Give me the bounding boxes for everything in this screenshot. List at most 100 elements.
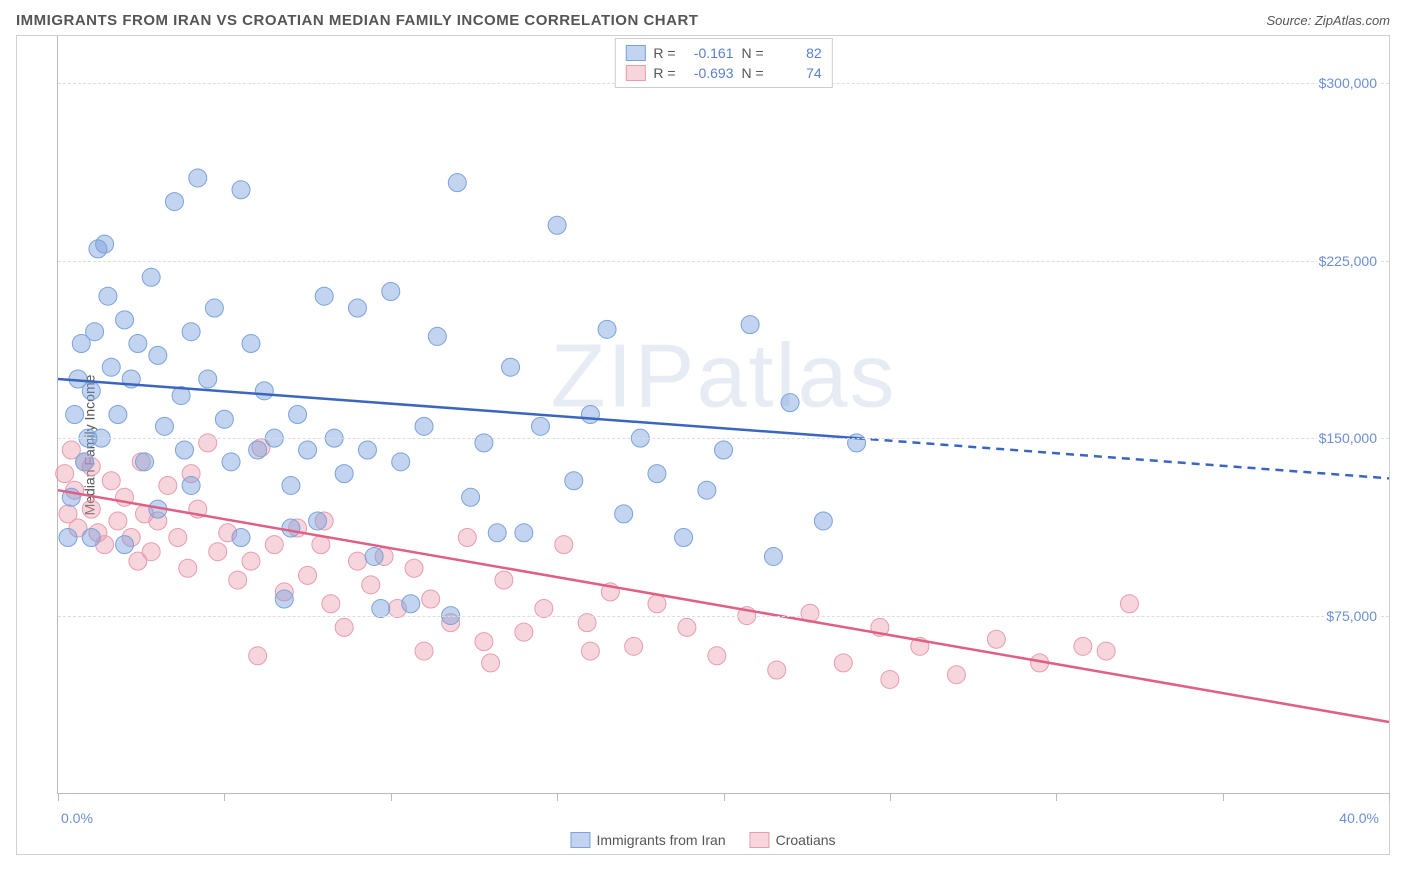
data-point bbox=[179, 559, 197, 577]
source-attribution: Source: ZipAtlas.com bbox=[1266, 13, 1390, 28]
data-point bbox=[625, 637, 643, 655]
data-point bbox=[365, 547, 383, 565]
data-point bbox=[309, 512, 327, 530]
data-point bbox=[149, 346, 167, 364]
stats-row-series1: R = -0.161 N = 82 bbox=[625, 43, 821, 63]
data-point bbox=[96, 235, 114, 253]
data-point bbox=[415, 642, 433, 660]
data-point bbox=[764, 547, 782, 565]
data-point bbox=[348, 299, 366, 317]
gridline bbox=[58, 261, 1389, 262]
data-point bbox=[249, 647, 267, 665]
n-label: N = bbox=[742, 45, 764, 61]
data-point bbox=[1074, 637, 1092, 655]
stats-legend-box: R = -0.161 N = 82 R = -0.693 N = 74 bbox=[614, 38, 832, 88]
data-point bbox=[422, 590, 440, 608]
r-label: R = bbox=[653, 45, 675, 61]
data-point bbox=[59, 529, 77, 547]
n-value-series1: 82 bbox=[772, 45, 822, 61]
data-point bbox=[1120, 595, 1138, 613]
r-value-series1: -0.161 bbox=[684, 45, 734, 61]
stats-row-series2: R = -0.693 N = 74 bbox=[625, 63, 821, 83]
data-point bbox=[615, 505, 633, 523]
data-point bbox=[102, 472, 120, 490]
legend-label-series1: Immigrants from Iran bbox=[596, 832, 725, 848]
y-tick-label: $225,000 bbox=[1317, 253, 1379, 269]
data-point bbox=[781, 394, 799, 412]
x-tick bbox=[224, 793, 225, 801]
data-point bbox=[335, 465, 353, 483]
data-point bbox=[405, 559, 423, 577]
data-point bbox=[66, 406, 84, 424]
data-point bbox=[448, 174, 466, 192]
data-point bbox=[265, 536, 283, 554]
data-point bbox=[382, 282, 400, 300]
data-point bbox=[199, 434, 217, 452]
data-point bbox=[348, 552, 366, 570]
data-point bbox=[768, 661, 786, 679]
data-point bbox=[415, 417, 433, 435]
data-point bbox=[102, 358, 120, 376]
data-point bbox=[299, 441, 317, 459]
chart-title: IMMIGRANTS FROM IRAN VS CROATIAN MEDIAN … bbox=[16, 12, 698, 29]
x-tick bbox=[1223, 793, 1224, 801]
n-value-series2: 74 bbox=[772, 65, 822, 81]
data-point bbox=[715, 441, 733, 459]
data-point bbox=[165, 193, 183, 211]
data-point bbox=[475, 434, 493, 452]
data-point bbox=[495, 571, 513, 589]
data-point bbox=[169, 529, 187, 547]
gridline bbox=[58, 438, 1389, 439]
data-point bbox=[482, 654, 500, 672]
legend-label-series2: Croatians bbox=[776, 832, 836, 848]
data-point bbox=[598, 320, 616, 338]
trend-line bbox=[58, 379, 857, 438]
data-point bbox=[299, 566, 317, 584]
trend-line bbox=[857, 438, 1389, 478]
data-point bbox=[531, 417, 549, 435]
data-point bbox=[392, 453, 410, 471]
swatch-series2 bbox=[625, 65, 645, 81]
data-point bbox=[315, 287, 333, 305]
data-point bbox=[82, 529, 100, 547]
data-point bbox=[86, 323, 104, 341]
chart-container: IMMIGRANTS FROM IRAN VS CROATIAN MEDIAN … bbox=[8, 8, 1398, 884]
data-point bbox=[581, 406, 599, 424]
data-point bbox=[275, 590, 293, 608]
y-tick-label: $150,000 bbox=[1317, 430, 1379, 446]
data-point bbox=[175, 441, 193, 459]
data-point bbox=[182, 476, 200, 494]
gridline bbox=[58, 616, 1389, 617]
r-label-2: R = bbox=[653, 65, 675, 81]
data-point bbox=[242, 335, 260, 353]
y-tick-label: $300,000 bbox=[1317, 75, 1379, 91]
x-max-label: 40.0% bbox=[1339, 810, 1379, 826]
data-point bbox=[76, 453, 94, 471]
data-point bbox=[814, 512, 832, 530]
data-point bbox=[458, 529, 476, 547]
swatch-series2-bottom bbox=[750, 832, 770, 848]
data-point bbox=[515, 524, 533, 542]
data-point bbox=[242, 552, 260, 570]
data-point bbox=[282, 476, 300, 494]
data-point bbox=[987, 630, 1005, 648]
data-point bbox=[488, 524, 506, 542]
data-point bbox=[358, 441, 376, 459]
data-point bbox=[462, 488, 480, 506]
chart-area: Median Family Income ZIPatlas R = -0.161… bbox=[16, 35, 1390, 855]
data-point bbox=[548, 216, 566, 234]
data-point bbox=[222, 453, 240, 471]
data-point bbox=[475, 633, 493, 651]
data-point bbox=[255, 382, 273, 400]
r-value-series2: -0.693 bbox=[684, 65, 734, 81]
data-point bbox=[675, 529, 693, 547]
plot-svg bbox=[58, 36, 1389, 793]
legend-item-series1: Immigrants from Iran bbox=[570, 832, 725, 848]
data-point bbox=[82, 500, 100, 518]
data-point bbox=[322, 595, 340, 613]
data-point bbox=[708, 647, 726, 665]
data-point bbox=[881, 670, 899, 688]
x-tick bbox=[724, 793, 725, 801]
x-tick bbox=[391, 793, 392, 801]
data-point bbox=[182, 323, 200, 341]
